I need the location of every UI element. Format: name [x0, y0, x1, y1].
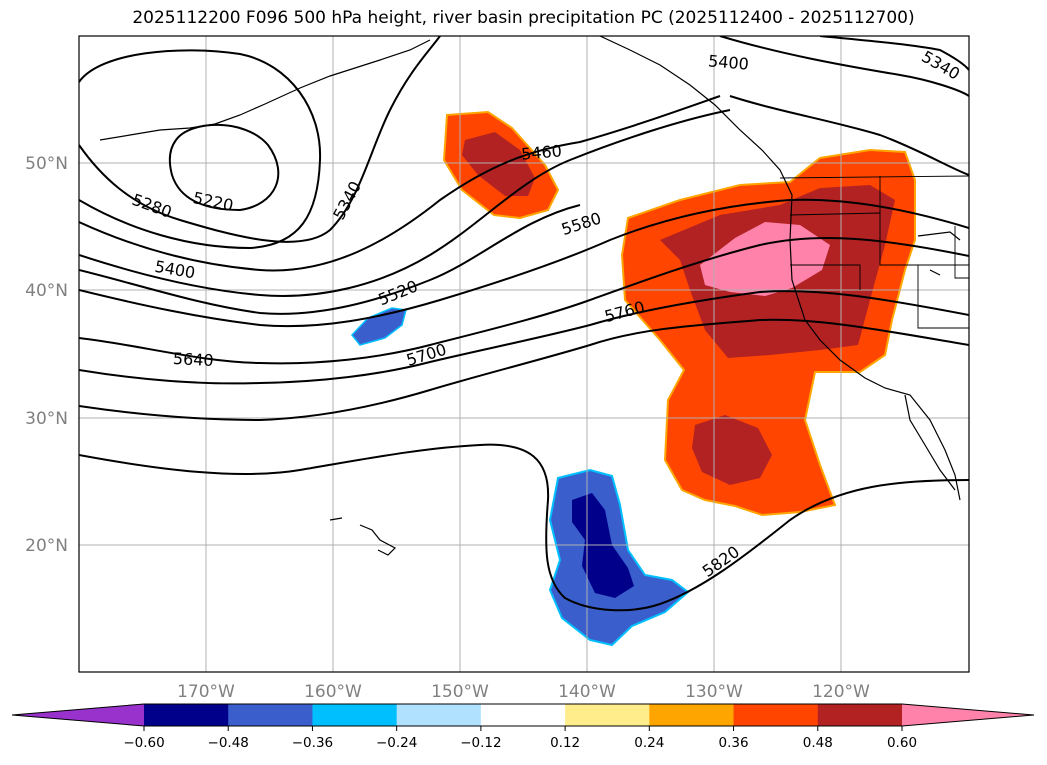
colorbar [11, 703, 1035, 727]
colorbar-tick-label: −0.12 [460, 735, 501, 751]
map-frame [78, 35, 970, 673]
colorbar-tick-label: −0.24 [376, 735, 417, 751]
contour-label: 5400 [707, 51, 749, 73]
lat-label: 30°N [25, 409, 68, 429]
colorbar-tick-label: −0.60 [123, 735, 164, 751]
lat-label: 50°N [25, 154, 68, 174]
lat-label: 20°N [25, 536, 68, 556]
precip-shading [351, 110, 916, 647]
colorbar-tick-label: 0.48 [803, 735, 833, 751]
colorbar-tick-label: 0.36 [719, 735, 749, 751]
lon-label: 120°W [812, 682, 870, 702]
colorbar-segment [480, 704, 566, 726]
lon-label: 140°W [558, 682, 616, 702]
longitude-labels: 170°W 160°W 150°W 140°W 130°W 120°W [177, 682, 870, 702]
colorbar-segment [396, 704, 482, 726]
contour-label: 5460 [520, 141, 562, 163]
colorbar-segment [312, 704, 398, 726]
precip-positive-west-coast-core [700, 222, 830, 296]
lon-label: 170°W [177, 682, 235, 702]
precip-positive-south-core [692, 415, 772, 485]
colorbar-segment [817, 704, 903, 726]
colorbar-ticks: −0.60 −0.48 −0.36 −0.24 −0.12 0.12 0.24 0.36 0.4… [123, 726, 917, 751]
colorbar-tick-label: −0.36 [292, 735, 333, 751]
lon-label: 130°W [685, 682, 743, 702]
lon-label: 160°W [304, 682, 362, 702]
colorbar-segment [228, 704, 313, 726]
coastlines [99, 36, 961, 556]
lon-label: 150°W [431, 682, 489, 702]
colorbar-segment [649, 704, 735, 726]
latitude-labels: 50°N 40°N 30°N 20°N [25, 154, 68, 556]
colorbar-tick-label: −0.48 [208, 735, 249, 751]
precip-positive-north-pacific-core [462, 132, 535, 196]
gridlines [79, 36, 969, 672]
map-title: 2025112200 F096 500 hPa height, river ba… [132, 8, 915, 28]
colorbar-segment [144, 704, 229, 726]
colorbar-segment [733, 704, 819, 726]
colorbar-segment [565, 704, 650, 726]
contour-label: 5640 [172, 349, 214, 370]
colorbar-extension-low [12, 704, 144, 726]
lat-label: 40°N [25, 281, 68, 301]
colorbar-tick-label: 0.60 [887, 735, 917, 751]
height-contours [79, 36, 969, 612]
colorbar-tick-label: 0.12 [550, 735, 580, 751]
political-boundaries [779, 175, 969, 329]
colorbar-tick-label: 0.24 [634, 735, 664, 751]
colorbar-extension-high [902, 704, 1034, 726]
